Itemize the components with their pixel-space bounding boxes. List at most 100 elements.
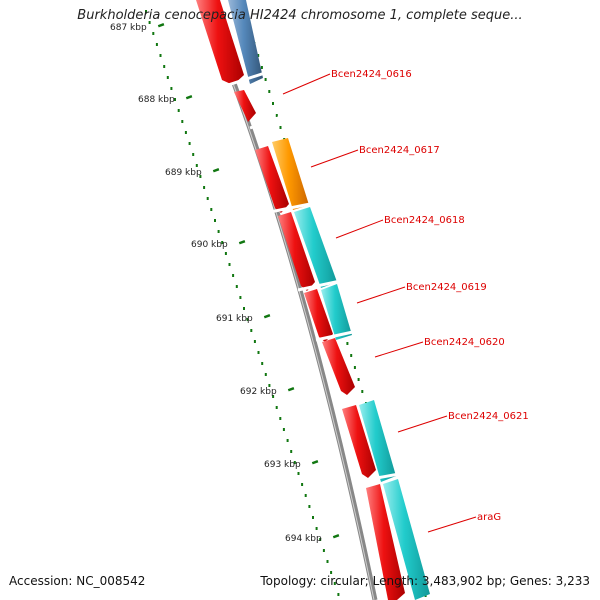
ruler-dot	[333, 582, 336, 585]
ruler-label: 689 kbp	[165, 168, 202, 178]
ruler-label: 693 kbp	[264, 460, 301, 470]
ruler-dot	[166, 76, 169, 79]
ruler-dot	[195, 164, 198, 167]
cog-block-blue	[228, 0, 263, 84]
ruler-dot	[264, 373, 267, 376]
cog-block-cyan	[294, 207, 337, 288]
callout-line	[374, 341, 424, 358]
track-dot	[275, 114, 278, 117]
track-dot	[268, 90, 271, 93]
ruler-dot	[297, 472, 300, 475]
gene-arrow	[196, 0, 244, 85]
ruler-dot	[214, 219, 216, 222]
ruler-major-tick	[311, 460, 319, 465]
ruler-dot	[148, 21, 151, 24]
track-dot	[264, 78, 267, 81]
ruler-dot	[282, 428, 285, 431]
ruler-dot	[275, 406, 278, 409]
ruler-dot	[159, 54, 162, 57]
ruler-major-tick	[157, 23, 165, 28]
ruler-dot	[221, 241, 224, 244]
ruler-dot	[301, 483, 304, 486]
ruler-dot	[243, 307, 245, 310]
callout-line	[310, 149, 359, 168]
gene-arrow	[366, 484, 405, 600]
ruler-dot	[184, 131, 187, 134]
backbone-line	[199, 0, 378, 600]
gene-arrow	[234, 90, 256, 122]
callout-line	[282, 73, 331, 95]
ruler-dot	[257, 351, 260, 354]
topology-text: Topology: circular; Length: 3,483,902 bp…	[260, 574, 590, 588]
gene-label[interactable]: Bcen2424_0619	[406, 282, 487, 293]
ruler-dot	[206, 197, 209, 200]
gene-arrow	[322, 338, 355, 395]
ruler-dot	[203, 186, 206, 189]
ruler-major-tick	[263, 314, 271, 319]
callout-line	[397, 415, 448, 433]
ruler-dot	[170, 87, 173, 90]
ruler-dot	[224, 252, 227, 255]
ruler-dot	[163, 65, 166, 68]
gene-arrow	[304, 289, 333, 342]
ruler-label: 694 kbp	[285, 534, 322, 544]
gene-callouts: Bcen2424_0616 Bcen2424_0617 Bcen2424_0618 B…	[282, 69, 529, 533]
ruler-major-tick	[185, 95, 193, 100]
callout-line	[427, 516, 477, 533]
accession-text: Accession: NC_008542	[9, 574, 146, 588]
track-dot	[346, 342, 349, 345]
ruler-dot	[337, 593, 340, 596]
ruler-dot	[286, 439, 289, 442]
track-dot	[350, 354, 353, 357]
gene-arrow	[342, 405, 376, 478]
ruler-major-tick	[238, 240, 246, 245]
ruler-dot	[181, 120, 184, 123]
track-dot	[279, 126, 282, 129]
ruler-dot	[155, 43, 158, 46]
gene-track	[196, 0, 405, 600]
ruler-dot	[304, 494, 307, 497]
ruler-dot	[326, 560, 329, 563]
ruler-dot	[145, 10, 147, 13]
backbone-highlight	[200, 0, 375, 600]
ruler-dot	[312, 516, 314, 519]
ruler-label: 687 kbp	[110, 23, 147, 33]
gene-label[interactable]: Bcen2424_0618	[384, 215, 465, 226]
ruler-major-tick	[332, 534, 340, 539]
track-dot	[260, 66, 263, 69]
track-dot	[272, 102, 274, 105]
ruler-label: 691 kbp	[216, 314, 253, 324]
track-dot	[357, 378, 360, 381]
ruler-major-tick	[287, 387, 295, 392]
cog-track	[228, 0, 430, 600]
gene-label[interactable]: araG	[477, 512, 501, 523]
ruler-dot	[330, 571, 333, 574]
ruler-dot	[210, 208, 213, 211]
ruler: 687 kbp 688 kbp 689 kbp 690 kbp 691 kbp 692 k…	[110, 23, 340, 544]
ruler-dot	[192, 153, 195, 156]
ruler-dot	[322, 549, 325, 552]
ruler-dot	[246, 318, 249, 321]
gene-label[interactable]: Bcen2424_0616	[331, 69, 412, 80]
callout-line	[335, 219, 384, 239]
gene-label[interactable]: Bcen2424_0620	[424, 337, 505, 348]
ruler-dot	[319, 538, 322, 541]
ruler-dot	[250, 329, 253, 332]
gene-separators	[224, 70, 411, 483]
gene-arrow	[255, 146, 289, 213]
gene-label[interactable]: Bcen2424_0617	[359, 145, 440, 156]
gene-label[interactable]: Bcen2424_0621	[448, 411, 529, 422]
track-dot	[353, 366, 356, 369]
ruler-dot	[188, 142, 191, 145]
track-dot	[361, 390, 364, 393]
ruler-dot	[152, 32, 155, 35]
track-dot	[257, 54, 260, 57]
ruler-dot	[217, 230, 220, 233]
ruler-dot	[290, 450, 293, 453]
callout-line	[356, 286, 406, 304]
ruler-dot	[253, 340, 256, 343]
map-title: Burkholderia cenocepacia HI2424 chromoso…	[77, 8, 523, 23]
ruler-dot	[315, 527, 318, 530]
ruler-dot	[272, 395, 275, 398]
